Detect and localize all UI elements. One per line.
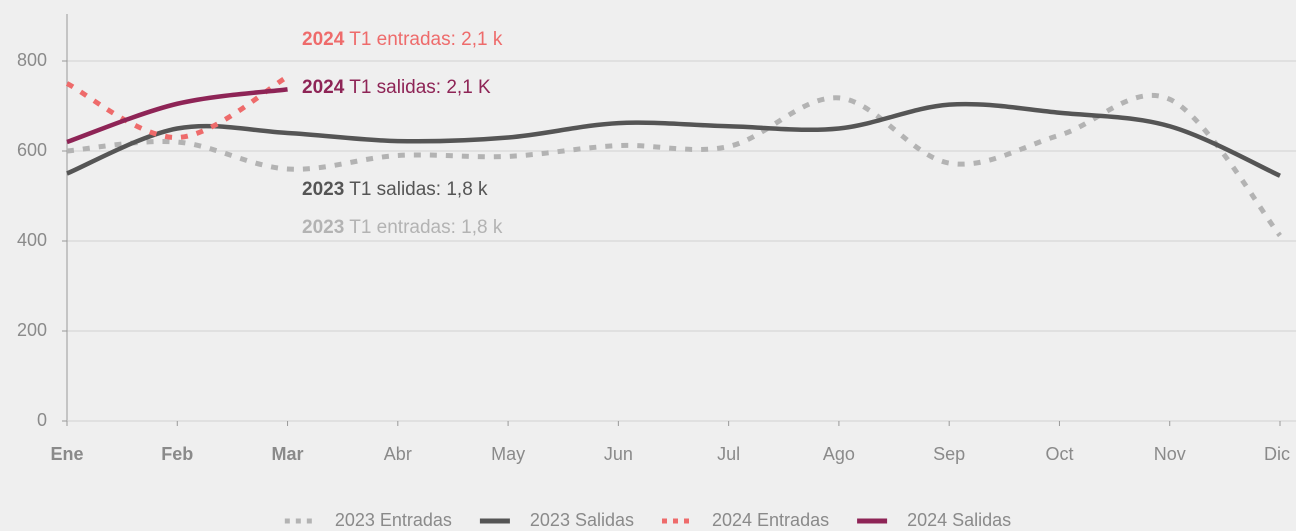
annotation-bold: 2023 [302, 217, 344, 238]
x-tick-label: Mar [272, 444, 304, 464]
annotation: 2023 T1 entradas: 1,8 k [302, 217, 503, 238]
x-tick-label: May [491, 444, 525, 464]
x-tick-label: Jul [717, 444, 740, 464]
legend-label: 2023 Entradas [335, 510, 452, 530]
annotation-text: T1 entradas: 2,1 k [344, 29, 503, 50]
annotation-bold: 2024 [302, 29, 345, 50]
x-tick-label: Ene [50, 444, 83, 464]
annotation: 2024 T1 entradas: 2,1 k [302, 29, 503, 50]
x-tick-label: Nov [1154, 444, 1186, 464]
annotation: 2023 T1 salidas: 1,8 k [302, 179, 488, 200]
legend: 2023 Entradas 2023 Salidas 2024 Entradas 20… [284, 510, 1011, 530]
legend-label: 2024 Salidas [907, 510, 1011, 530]
annotation-bold: 2024 [302, 77, 345, 98]
x-tick-label: Dic [1264, 444, 1290, 464]
x-tick-label: Abr [384, 444, 412, 464]
y-tick-label: 800 [17, 50, 47, 70]
y-tick-label: 0 [37, 410, 47, 430]
annotation-text: T1 salidas: 2,1 K [344, 77, 491, 98]
y-tick-label: 200 [17, 320, 47, 340]
legend-label: 2023 Salidas [530, 510, 634, 530]
annotation-text: T1 entradas: 1,8 k [344, 217, 503, 238]
legend-label: 2024 Entradas [712, 510, 829, 530]
annotation: 2024 T1 salidas: 2,1 K [302, 77, 491, 98]
x-tick-label: Jun [604, 444, 633, 464]
annotation-bold: 2023 [302, 179, 344, 200]
x-tick-label: Oct [1045, 444, 1073, 464]
y-tick-label: 600 [17, 140, 47, 160]
series-line [66, 101, 1281, 178]
annotation-text: T1 salidas: 1,8 k [344, 179, 488, 200]
x-tick-label: Sep [933, 444, 965, 464]
y-tick-label: 400 [17, 230, 47, 250]
series-line [66, 87, 288, 145]
x-tick-label: Feb [161, 444, 193, 464]
x-tick-label: Ago [823, 444, 855, 464]
